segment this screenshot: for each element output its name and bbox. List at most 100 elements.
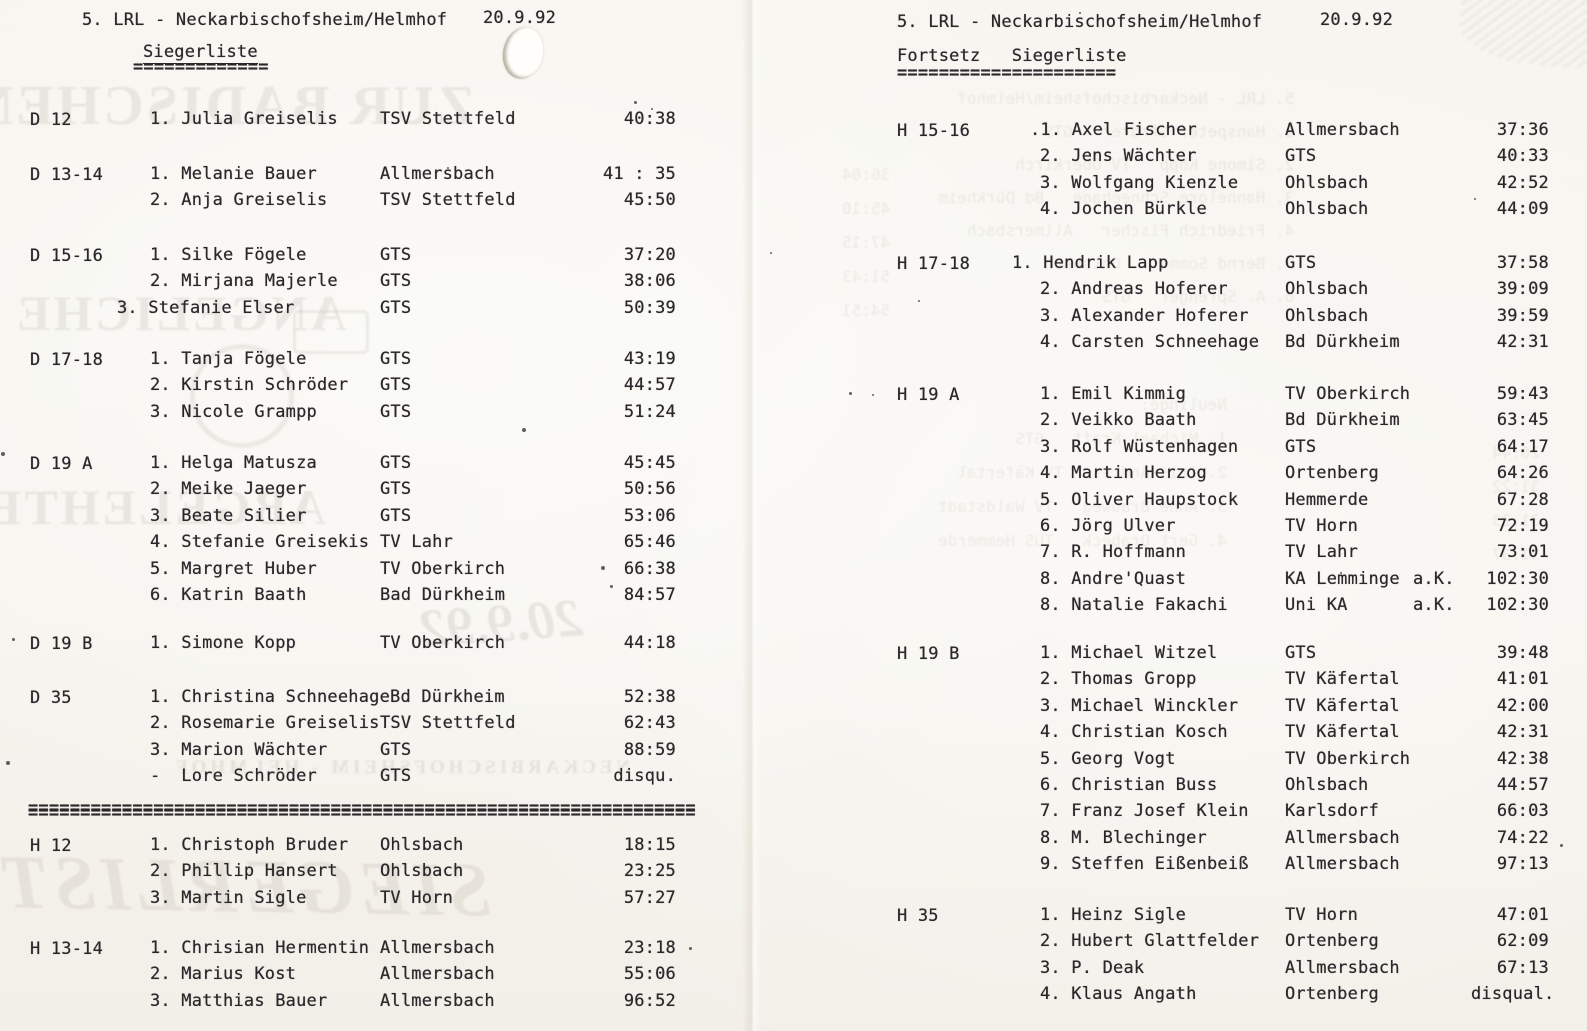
result-row: 3. Martin Sigle TV Horn 57:27 bbox=[150, 886, 676, 912]
finish-time: 50:39 bbox=[623, 297, 676, 318]
finish-time: 43:19 bbox=[623, 349, 676, 369]
rank-and-athlete-name: 1. Michael Witzel bbox=[1040, 643, 1218, 663]
result-row: 2. Veikko Baath Bd Dürkheim 63:45 bbox=[1040, 408, 1549, 434]
club-name: TSV Stettfeld bbox=[380, 109, 516, 129]
left-page-title: 5. LRL - Neckarbischofsheim/Helmhof bbox=[82, 10, 448, 30]
club-name: TV Oberkirch bbox=[1285, 384, 1411, 404]
finish-time: 72:19 bbox=[1496, 515, 1549, 536]
finish-time: 67:28 bbox=[1496, 489, 1549, 510]
rank-and-athlete-name: 2. Mirjana Majerle bbox=[150, 271, 338, 292]
result-row: 5. Oliver Haupstock Hemmerde 67:28 bbox=[1040, 488, 1549, 514]
finish-time: 97:13 bbox=[1496, 854, 1549, 875]
club-name: TV Horn bbox=[380, 887, 454, 908]
result-row: 2. Thomas Gropp TV Käfertal 41:01 bbox=[1040, 667, 1549, 693]
category-label: D 19 A bbox=[30, 454, 93, 474]
finish-time: 44:57 bbox=[1496, 774, 1549, 795]
rank-and-athlete-name: 1. Julia Greiselis bbox=[150, 109, 338, 129]
finish-time: 62:09 bbox=[1496, 931, 1549, 952]
section-rows: 1. Christina Schneehage Bd Dürkheim 52:38 2… bbox=[150, 685, 676, 791]
result-row: 3. Nicole Grampp GTS 51:24 bbox=[150, 400, 676, 426]
result-row: 3. Marion Wächter GTS 88:59 bbox=[150, 738, 676, 764]
club-name: GTS bbox=[380, 505, 412, 526]
category-label: H 17-18 bbox=[897, 254, 971, 274]
rank-and-athlete-name: 7. Franz Josef Klein bbox=[1040, 801, 1249, 822]
page-crease bbox=[742, 0, 762, 1031]
result-row: 1. Christoph Bruder Ohlsbach 18:15 bbox=[150, 833, 676, 859]
result-row: 8. M. Blechinger Allmersbach 74:22 bbox=[1040, 826, 1549, 852]
result-row: 2. Mirjana Majerle GTS 38:06 bbox=[150, 269, 676, 295]
finish-time: 37:20 bbox=[623, 245, 676, 265]
result-row: 2. Rosemarie Greiselis TSV Stettfeld 62:43 bbox=[150, 711, 676, 737]
finish-time: 51:24 bbox=[623, 401, 676, 422]
club-name: Ohlsbach bbox=[1285, 172, 1369, 193]
result-row: .1. Axel Fischer Allmersbach 37:36 bbox=[1030, 118, 1549, 144]
ink-speck bbox=[447, 167, 449, 169]
result-row: 1. Heinz Sigle TV Horn 47:01 bbox=[1040, 903, 1549, 929]
rank-and-athlete-name: 3. P. Deak bbox=[1040, 957, 1145, 978]
results-section: D 19 B 1. Simone Kopp TV Oberkirch 44:18 bbox=[30, 631, 676, 657]
results-section: H 15-16 .1. Axel Fischer Allmersbach 37:36 2… bbox=[897, 118, 1549, 224]
rank-and-athlete-name: 4. Christian Kosch bbox=[1040, 722, 1228, 743]
ink-speck bbox=[601, 566, 605, 570]
rank-and-athlete-name: 2. Anja Greiselis bbox=[150, 190, 328, 211]
club-name: GTS bbox=[1285, 436, 1317, 457]
club-name: KA Lemminge bbox=[1285, 568, 1400, 589]
results-section: H 19 A 1. Emil Kimmig TV Oberkirch 59:43 2. … bbox=[897, 382, 1549, 620]
rank-and-athlete-name: 9. Steffen Eißenbeiß bbox=[1040, 854, 1249, 875]
rank-and-athlete-name: 3. Nicole Grampp bbox=[150, 401, 317, 422]
finish-time: 42:52 bbox=[1496, 172, 1549, 193]
section-rows: 1. Christoph Bruder Ohlsbach 18:15 2. Phill… bbox=[150, 833, 676, 912]
rank-and-athlete-name: 1. Christoph Bruder bbox=[150, 835, 349, 855]
rank-and-athlete-name: 4. Carsten Schneehage bbox=[1040, 332, 1260, 353]
club-name: TV Horn bbox=[1285, 905, 1359, 925]
result-row: 4. Jochen Bürkle Ohlsbach 44:09 bbox=[1040, 197, 1549, 223]
finish-time: 96:52 bbox=[623, 990, 676, 1011]
club-name: Karlsdorf bbox=[1285, 801, 1379, 822]
result-row: 8. Andre'Quast KA Lemminge a.K. 102:30 bbox=[1040, 567, 1549, 593]
finish-time: 73:01 bbox=[1496, 542, 1549, 563]
finish-time: 18:15 bbox=[623, 835, 676, 855]
finish-time: 41:01 bbox=[1496, 669, 1549, 690]
finish-time: 64:17 bbox=[1496, 436, 1549, 457]
result-row: 3. Matthias Bauer Allmersbach 96:52 bbox=[150, 989, 676, 1015]
club-name: Bd Dürkheim bbox=[390, 687, 505, 707]
results-section: H 17-18 1. Hendrik Lapp GTS 37:58 2. Andreas… bbox=[897, 251, 1549, 357]
result-row: 6. Christian Buss Ohlsbach 44:57 bbox=[1040, 773, 1549, 799]
finish-time: 45:50 bbox=[623, 190, 676, 211]
club-name: GTS bbox=[380, 297, 412, 318]
club-name: TV Lahr bbox=[380, 532, 454, 553]
section-rows: 1. Helga Matusza GTS 45:45 2. Meike Jaeger G… bbox=[150, 451, 676, 609]
finish-time: 84:57 bbox=[623, 584, 676, 605]
rank-and-athlete-name: 2. Hubert Glattfelder bbox=[1040, 931, 1260, 952]
right-page-date: 20.9.92 bbox=[1320, 10, 1394, 30]
left-page-date: 20.9.92 bbox=[483, 8, 557, 28]
right-subtitle-underline: ===================== bbox=[897, 63, 1117, 83]
result-row: 1. Melanie Bauer Allmersbach 41 : 35 bbox=[150, 162, 676, 188]
finish-time: disqu. bbox=[613, 766, 676, 787]
results-section: D 13-14 1. Melanie Bauer Allmersbach 41 : 3… bbox=[30, 162, 676, 215]
rank-and-athlete-name: 3. Stefanie Elser bbox=[117, 297, 295, 318]
ink-speck bbox=[849, 392, 852, 395]
finish-time: 64:26 bbox=[1496, 463, 1549, 484]
ink-speck bbox=[12, 638, 15, 641]
ink-speck bbox=[6, 761, 10, 765]
rank-and-athlete-name: 3. Beate Silier bbox=[150, 505, 307, 526]
club-name: GTS bbox=[380, 453, 412, 473]
club-name: Bd Dürkheim bbox=[1285, 332, 1400, 353]
ink-speck bbox=[522, 428, 526, 432]
finish-time: 45:45 bbox=[623, 453, 676, 473]
rank-and-athlete-name: 1. Simone Kopp bbox=[150, 633, 297, 653]
left-subtitle-underline: ============= bbox=[133, 57, 269, 77]
rank-and-athlete-name: 8. Andre'Quast bbox=[1040, 568, 1187, 589]
result-row: 1. Emil Kimmig TV Oberkirch 59:43 bbox=[1040, 382, 1549, 408]
ink-speck bbox=[1079, 12, 1081, 14]
club-name: TV Käfertal bbox=[1285, 695, 1400, 716]
result-row: 3. Stefanie Elser GTS 50:39 bbox=[117, 296, 676, 322]
category-label: D 12 bbox=[30, 110, 72, 130]
rank-and-athlete-name: 1. Melanie Bauer bbox=[150, 164, 317, 184]
results-section: H 12 1. Christoph Bruder Ohlsbach 18:15 2. P… bbox=[30, 833, 676, 912]
club-name: TV Horn bbox=[1285, 515, 1359, 536]
ink-speck bbox=[918, 300, 920, 302]
category-label: D 15-16 bbox=[30, 246, 104, 266]
finish-time: 67:13 bbox=[1496, 957, 1549, 978]
